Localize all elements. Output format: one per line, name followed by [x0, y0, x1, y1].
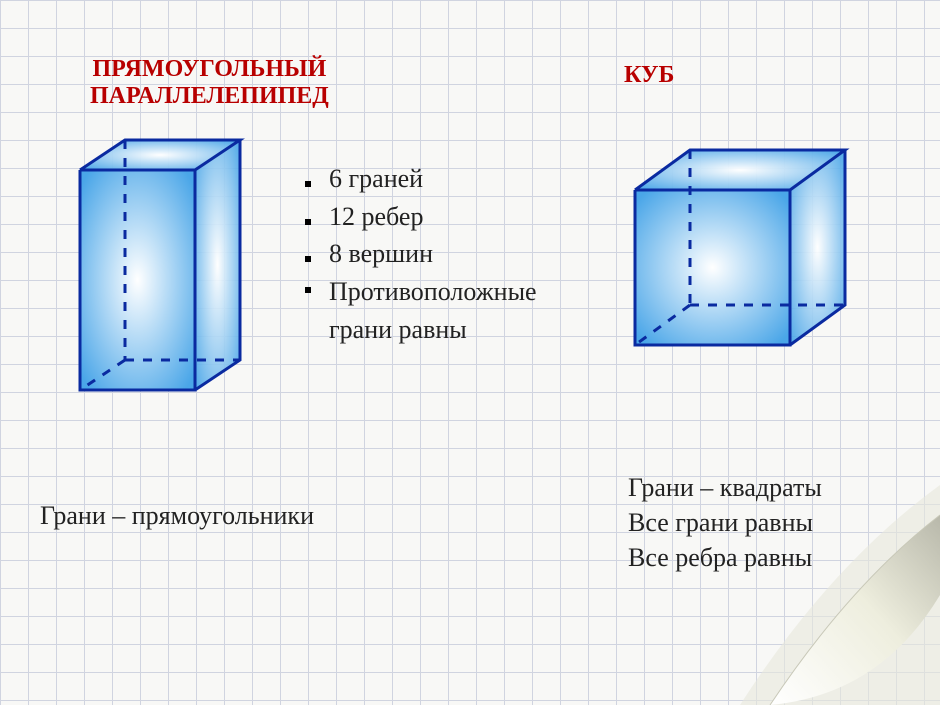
left-caption: Грани – прямоугольники: [40, 498, 314, 533]
left-title: ПРЯМОУГОЛЬНЫЙ ПАРАЛЛЕЛЕПИПЕД: [90, 56, 329, 110]
list-item: Противоположные грани равны: [305, 273, 605, 348]
bullet-square-icon: [305, 287, 311, 293]
bullet-square-icon: [305, 181, 311, 187]
list-item: 6 граней: [305, 160, 605, 198]
rectangular-cuboid-figure: [70, 130, 260, 410]
bullet-text: 12 ребер: [329, 198, 423, 236]
bullet-text: Противоположные грани равны: [329, 273, 589, 348]
bullet-text: 6 граней: [329, 160, 423, 198]
cube-figure: [625, 140, 850, 355]
bullet-square-icon: [305, 256, 311, 262]
list-item: 12 ребер: [305, 198, 605, 236]
right-title: КУБ: [624, 62, 674, 89]
properties-bullet-list: 6 граней 12 ребер 8 вершин Противоположн…: [305, 160, 605, 348]
right-caption: Грани – квадраты Все грани равны Все реб…: [628, 470, 822, 575]
bullet-text: 8 вершин: [329, 235, 433, 273]
bullet-square-icon: [305, 219, 311, 225]
list-item: 8 вершин: [305, 235, 605, 273]
